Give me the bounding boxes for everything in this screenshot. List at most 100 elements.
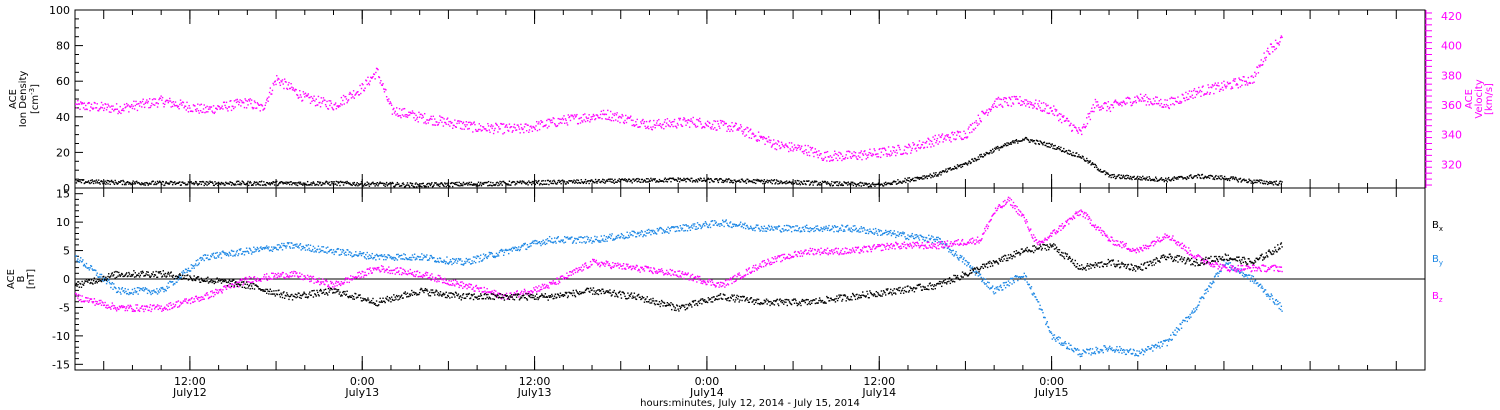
density-point — [1055, 148, 1058, 150]
by-point — [705, 222, 707, 225]
by-point — [228, 251, 231, 254]
velocity-point — [334, 102, 337, 104]
velocity-point — [871, 155, 873, 157]
velocity-point — [706, 124, 708, 127]
velocity-point — [104, 103, 106, 105]
density-point — [533, 180, 535, 183]
velocity-point — [386, 98, 389, 101]
density-point — [936, 174, 939, 176]
by-point — [794, 229, 796, 231]
velocity-point — [777, 140, 779, 142]
by-point — [310, 250, 312, 253]
density-point — [109, 183, 111, 186]
velocity-point — [81, 101, 83, 104]
density-point — [304, 183, 307, 186]
by-point — [694, 228, 697, 230]
by-point — [619, 237, 621, 239]
velocity-point — [469, 124, 472, 126]
velocity-point — [567, 114, 570, 116]
density-point — [911, 178, 913, 181]
density-point — [1049, 146, 1051, 149]
velocity-point — [796, 147, 799, 149]
density-point — [934, 173, 936, 176]
by-point — [1148, 348, 1150, 350]
velocity-point — [433, 124, 435, 126]
density-point — [560, 182, 562, 185]
by-point — [379, 254, 381, 257]
density-point — [538, 179, 540, 182]
by-point — [815, 225, 817, 228]
velocity-point — [301, 100, 303, 102]
velocity-point — [756, 140, 758, 143]
velocity-point — [139, 101, 142, 103]
by-point — [967, 263, 969, 265]
density-point — [1245, 179, 1247, 182]
velocity-point — [1228, 82, 1230, 85]
velocity-point — [223, 101, 226, 103]
velocity-point — [1021, 104, 1023, 106]
by-point — [360, 254, 363, 257]
density-point — [404, 185, 407, 188]
by-point — [473, 260, 475, 263]
velocity-point — [938, 141, 941, 143]
velocity-point — [733, 125, 735, 128]
by-point — [212, 252, 215, 255]
by-point — [974, 274, 977, 276]
velocity-point — [333, 103, 335, 106]
velocity-point — [564, 118, 567, 120]
density-point — [222, 182, 225, 185]
density-point — [395, 183, 397, 186]
density-point — [1132, 176, 1134, 178]
by-point — [900, 232, 902, 234]
velocity-point — [704, 122, 707, 125]
velocity-point — [283, 87, 285, 90]
density-point — [1159, 178, 1161, 181]
density-point — [1224, 178, 1227, 181]
velocity-point — [301, 99, 304, 102]
density-point — [278, 181, 281, 184]
density-point — [160, 182, 162, 184]
density-point — [391, 181, 394, 184]
density-point — [1126, 177, 1129, 179]
velocity-point — [351, 94, 353, 96]
density-point — [930, 174, 933, 177]
by-point — [290, 242, 292, 244]
by-point — [718, 223, 720, 225]
density-point — [1068, 149, 1070, 152]
velocity-point — [1165, 103, 1168, 106]
density-point — [313, 182, 315, 185]
density-point — [943, 171, 946, 173]
velocity-point — [476, 130, 478, 133]
by-point — [719, 223, 722, 225]
by-point — [480, 260, 483, 262]
velocity-point — [198, 112, 200, 114]
density-point — [1180, 176, 1182, 178]
density-point — [257, 182, 259, 184]
by-point — [662, 229, 664, 231]
by-point — [1032, 294, 1034, 296]
by-point — [459, 259, 461, 261]
by-point — [938, 241, 940, 243]
velocity-point — [936, 137, 939, 140]
velocity-point — [1060, 121, 1063, 124]
velocity-point — [825, 151, 827, 154]
velocity-point — [1193, 88, 1196, 90]
by-point — [169, 280, 171, 283]
by-point — [1144, 351, 1146, 353]
by-point — [1052, 334, 1054, 337]
density-point — [1274, 183, 1277, 185]
velocity-point — [440, 116, 442, 118]
velocity-point — [1246, 82, 1248, 84]
by-point — [742, 227, 745, 229]
density-point — [1045, 144, 1047, 147]
density-point — [374, 185, 376, 187]
by-point — [639, 231, 641, 234]
by-point — [741, 225, 743, 227]
density-point — [523, 180, 525, 183]
by-point — [360, 253, 362, 255]
velocity-point — [286, 88, 289, 91]
density-point — [353, 181, 356, 184]
velocity-point — [721, 120, 724, 122]
density-point — [335, 180, 338, 183]
by-point — [278, 247, 281, 249]
